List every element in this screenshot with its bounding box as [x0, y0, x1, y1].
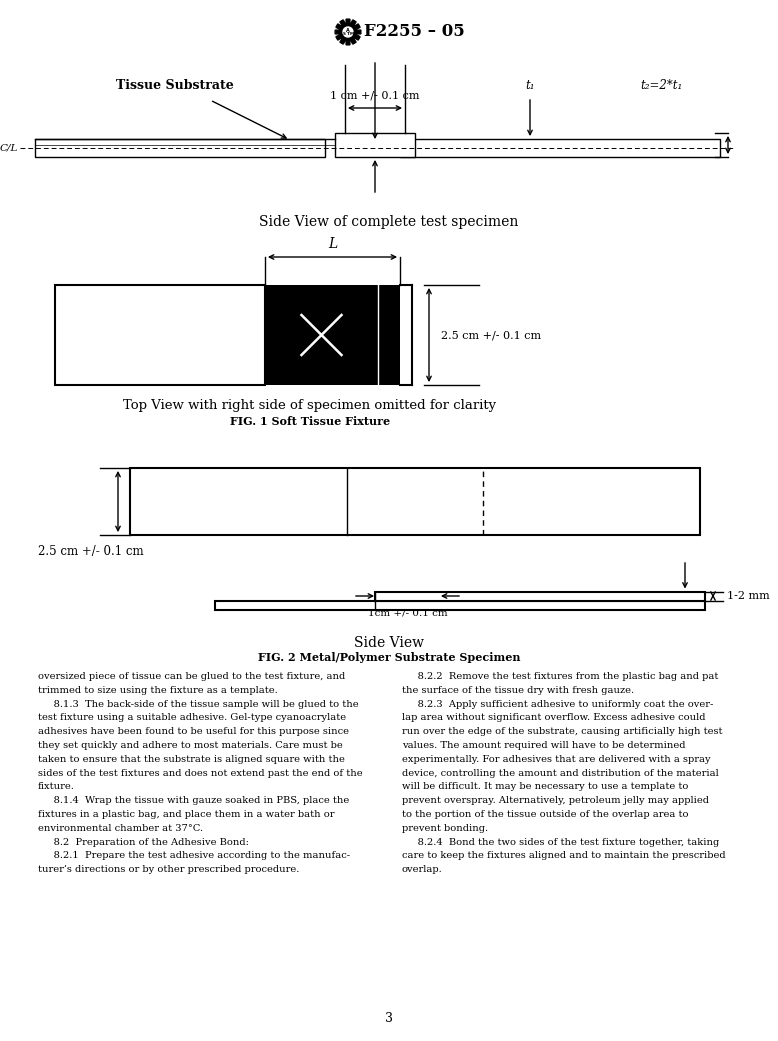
Text: test fixture using a suitable adhesive. Gel-type cyanoacrylate: test fixture using a suitable adhesive. … [38, 713, 346, 722]
Bar [215, 601, 705, 609]
Text: care to keep the fixtures aligned and to maintain the prescribed: care to keep the fixtures aligned and to… [402, 852, 726, 861]
Text: experimentally. For adhesives that are delivered with a spray: experimentally. For adhesives that are d… [402, 755, 710, 764]
Bar [265, 285, 400, 385]
Polygon shape [355, 24, 360, 29]
Text: 1 cm +/- 0.1 cm: 1 cm +/- 0.1 cm [330, 90, 420, 100]
Text: 8.2  Preparation of the Adhesive Bond:: 8.2 Preparation of the Adhesive Bond: [38, 838, 249, 846]
Text: T: T [347, 32, 349, 36]
Text: Top View with right side of specimen omitted for clarity: Top View with right side of specimen omi… [124, 399, 496, 412]
Text: 8.2.4  Bond the two sides of the test fixture together, taking: 8.2.4 Bond the two sides of the test fix… [402, 838, 719, 846]
Text: Side View of complete test specimen: Side View of complete test specimen [259, 215, 519, 229]
Text: the surface of the tissue dry with fresh gauze.: the surface of the tissue dry with fresh… [402, 686, 634, 694]
Polygon shape [351, 39, 356, 44]
Text: prevent bonding.: prevent bonding. [402, 823, 488, 833]
Text: 8.2.2  Remove the test fixtures from the plastic bag and pat: 8.2.2 Remove the test fixtures from the … [402, 672, 718, 681]
Text: t₂=2*t₁: t₂=2*t₁ [640, 79, 682, 92]
Text: turer’s directions or by other prescribed procedure.: turer’s directions or by other prescribe… [38, 865, 300, 874]
Polygon shape [346, 41, 350, 45]
Polygon shape [355, 34, 360, 41]
Text: to the portion of the tissue outside of the overlap area to: to the portion of the tissue outside of … [402, 810, 689, 819]
Bar [55, 285, 265, 385]
Bar [400, 139, 720, 157]
Text: trimmed to size using the fixture as a template.: trimmed to size using the fixture as a t… [38, 686, 278, 694]
Circle shape [343, 27, 353, 37]
Text: taken to ensure that the substrate is aligned square with the: taken to ensure that the substrate is al… [38, 755, 345, 764]
Text: overlap.: overlap. [402, 865, 443, 874]
Bar [35, 139, 325, 157]
Text: 1-2 mm: 1-2 mm [727, 591, 769, 601]
Polygon shape [351, 20, 356, 25]
Text: C/L: C/L [0, 144, 18, 152]
Text: prevent overspray. Alternatively, petroleum jelly may applied: prevent overspray. Alternatively, petrol… [402, 796, 709, 805]
Text: sides of the test fixtures and does not extend past the end of the: sides of the test fixtures and does not … [38, 768, 363, 778]
Text: lap area without significant overflow. Excess adhesive could: lap area without significant overflow. E… [402, 713, 706, 722]
Text: M: M [349, 32, 353, 36]
Bar [335, 133, 415, 157]
Bar [375, 591, 705, 601]
Polygon shape [336, 24, 342, 29]
Text: 8.2.1  Prepare the test adhesive according to the manufac-: 8.2.1 Prepare the test adhesive accordin… [38, 852, 350, 861]
Text: 2.5 cm +/- 0.1 cm: 2.5 cm +/- 0.1 cm [441, 330, 541, 340]
Text: 8.2.3  Apply sufficient adhesive to uniformly coat the over-: 8.2.3 Apply sufficient adhesive to unifo… [402, 700, 713, 709]
Polygon shape [340, 20, 345, 25]
Text: environmental chamber at 37°C.: environmental chamber at 37°C. [38, 823, 203, 833]
Text: F2255 – 05: F2255 – 05 [364, 24, 464, 41]
Polygon shape [340, 39, 345, 44]
Text: will be difficult. It may be necessary to use a template to: will be difficult. It may be necessary t… [402, 783, 689, 791]
Text: Tissue Substrate: Tissue Substrate [116, 79, 234, 92]
Polygon shape [336, 34, 342, 41]
Text: fixtures in a plastic bag, and place them in a water bath or: fixtures in a plastic bag, and place the… [38, 810, 335, 819]
Text: L: L [328, 237, 337, 251]
Text: S: S [343, 32, 346, 36]
Text: FIG. 1 Soft Tissue Fixture: FIG. 1 Soft Tissue Fixture [230, 416, 390, 427]
Text: Side View: Side View [354, 636, 424, 650]
Polygon shape [346, 19, 350, 23]
Circle shape [339, 23, 357, 41]
Polygon shape [357, 30, 361, 34]
Text: t₁: t₁ [525, 79, 534, 92]
Text: run over the edge of the substrate, causing artificially high test: run over the edge of the substrate, caus… [402, 728, 723, 736]
Text: 8.1.4  Wrap the tissue with gauze soaked in PBS, place the: 8.1.4 Wrap the tissue with gauze soaked … [38, 796, 349, 805]
Text: 3: 3 [385, 1012, 393, 1025]
Text: 8.1.3  The back-side of the tissue sample will be glued to the: 8.1.3 The back-side of the tissue sample… [38, 700, 359, 709]
Text: they set quickly and adhere to most materials. Care must be: they set quickly and adhere to most mate… [38, 741, 343, 750]
Text: 2.5 cm +/- 0.1 cm: 2.5 cm +/- 0.1 cm [38, 545, 144, 558]
Text: oversized piece of tissue can be glued to the test fixture, and: oversized piece of tissue can be glued t… [38, 672, 345, 681]
Text: FIG. 2 Metal/Polymer Substrate Specimen: FIG. 2 Metal/Polymer Substrate Specimen [258, 652, 520, 663]
Text: fixture.: fixture. [38, 783, 75, 791]
Bar [130, 468, 700, 535]
Text: 1cm +/- 0.1 cm: 1cm +/- 0.1 cm [368, 609, 447, 617]
Text: adhesives have been found to be useful for this purpose since: adhesives have been found to be useful f… [38, 728, 349, 736]
Text: device, controlling the amount and distribution of the material: device, controlling the amount and distr… [402, 768, 719, 778]
Text: A: A [346, 27, 350, 32]
Polygon shape [335, 30, 339, 34]
Text: values. The amount required will have to be determined: values. The amount required will have to… [402, 741, 685, 750]
